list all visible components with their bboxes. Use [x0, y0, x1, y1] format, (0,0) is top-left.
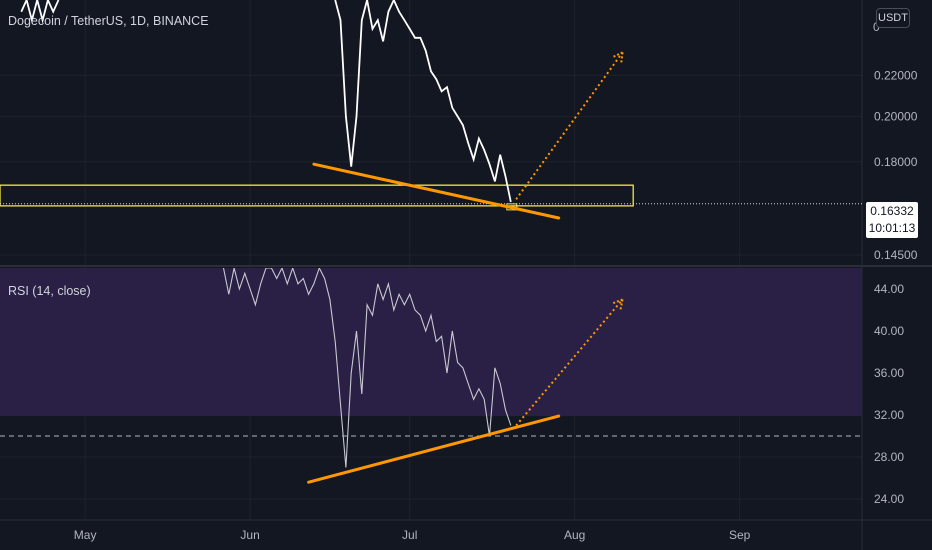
- rsi-tick-label: 40.00: [874, 324, 904, 338]
- rsi-projection-arrow-arrowhead-0: [611, 298, 623, 305]
- price-tick-label: 0.22000: [874, 68, 918, 82]
- rsi-projection-arrow-arrowhead-1: [619, 299, 624, 311]
- price-projection-arrow-arrowhead-1: [620, 52, 624, 64]
- drawing-annotations[interactable]: [307, 51, 624, 484]
- rsi-panel[interactable]: [0, 268, 862, 468]
- rsi-tick-label: 44.00: [874, 282, 904, 296]
- rsi-band: [0, 268, 862, 417]
- rsi-tick-label: 32.00: [874, 408, 904, 422]
- last-price-tag: 0.16332 10:01:13: [866, 202, 918, 238]
- last-price-value: 0.16332: [870, 204, 914, 218]
- rsi-axis: 24.00 28.00 32.00 36.00 40.00 44.00: [874, 282, 904, 506]
- rsi-indicator-label[interactable]: RSI (14, close): [8, 284, 91, 298]
- time-tick-label: Jul: [402, 528, 417, 542]
- rsi-tick-label: 36.00: [874, 366, 904, 380]
- time-tick-label: Aug: [564, 528, 585, 542]
- rsi-series-line: [222, 268, 512, 468]
- price-tick-label: 0.14500: [874, 248, 918, 262]
- price-panel[interactable]: [0, 0, 862, 205]
- rsi-tick-label: 24.00: [874, 492, 904, 506]
- support-zone-rect: [0, 184, 634, 207]
- symbol-title: Dogecoin / TetherUS, 1D, BINANCE: [8, 14, 209, 28]
- price-tick-label: 0.18000: [874, 155, 918, 169]
- time-tick-label: May: [74, 528, 97, 542]
- price-tick-label: 0.20000: [874, 109, 918, 123]
- price-series-line: [334, 0, 512, 203]
- bar-countdown: 10:01:13: [868, 221, 916, 235]
- rsi-tick-label: 28.00: [874, 450, 904, 464]
- price-trendline: [312, 162, 561, 220]
- time-tick-label: Jun: [240, 528, 259, 542]
- price-series-line-april: [20, 0, 60, 24]
- price-projection-arrow: [515, 51, 624, 200]
- rsi-trendline: [307, 414, 561, 484]
- currency-badge[interactable]: USDT: [876, 8, 910, 28]
- time-axis: May Jun Jul Aug Sep: [74, 528, 751, 542]
- time-tick-label: Sep: [729, 528, 751, 542]
- price-projection-arrow-arrowhead-0: [612, 51, 623, 59]
